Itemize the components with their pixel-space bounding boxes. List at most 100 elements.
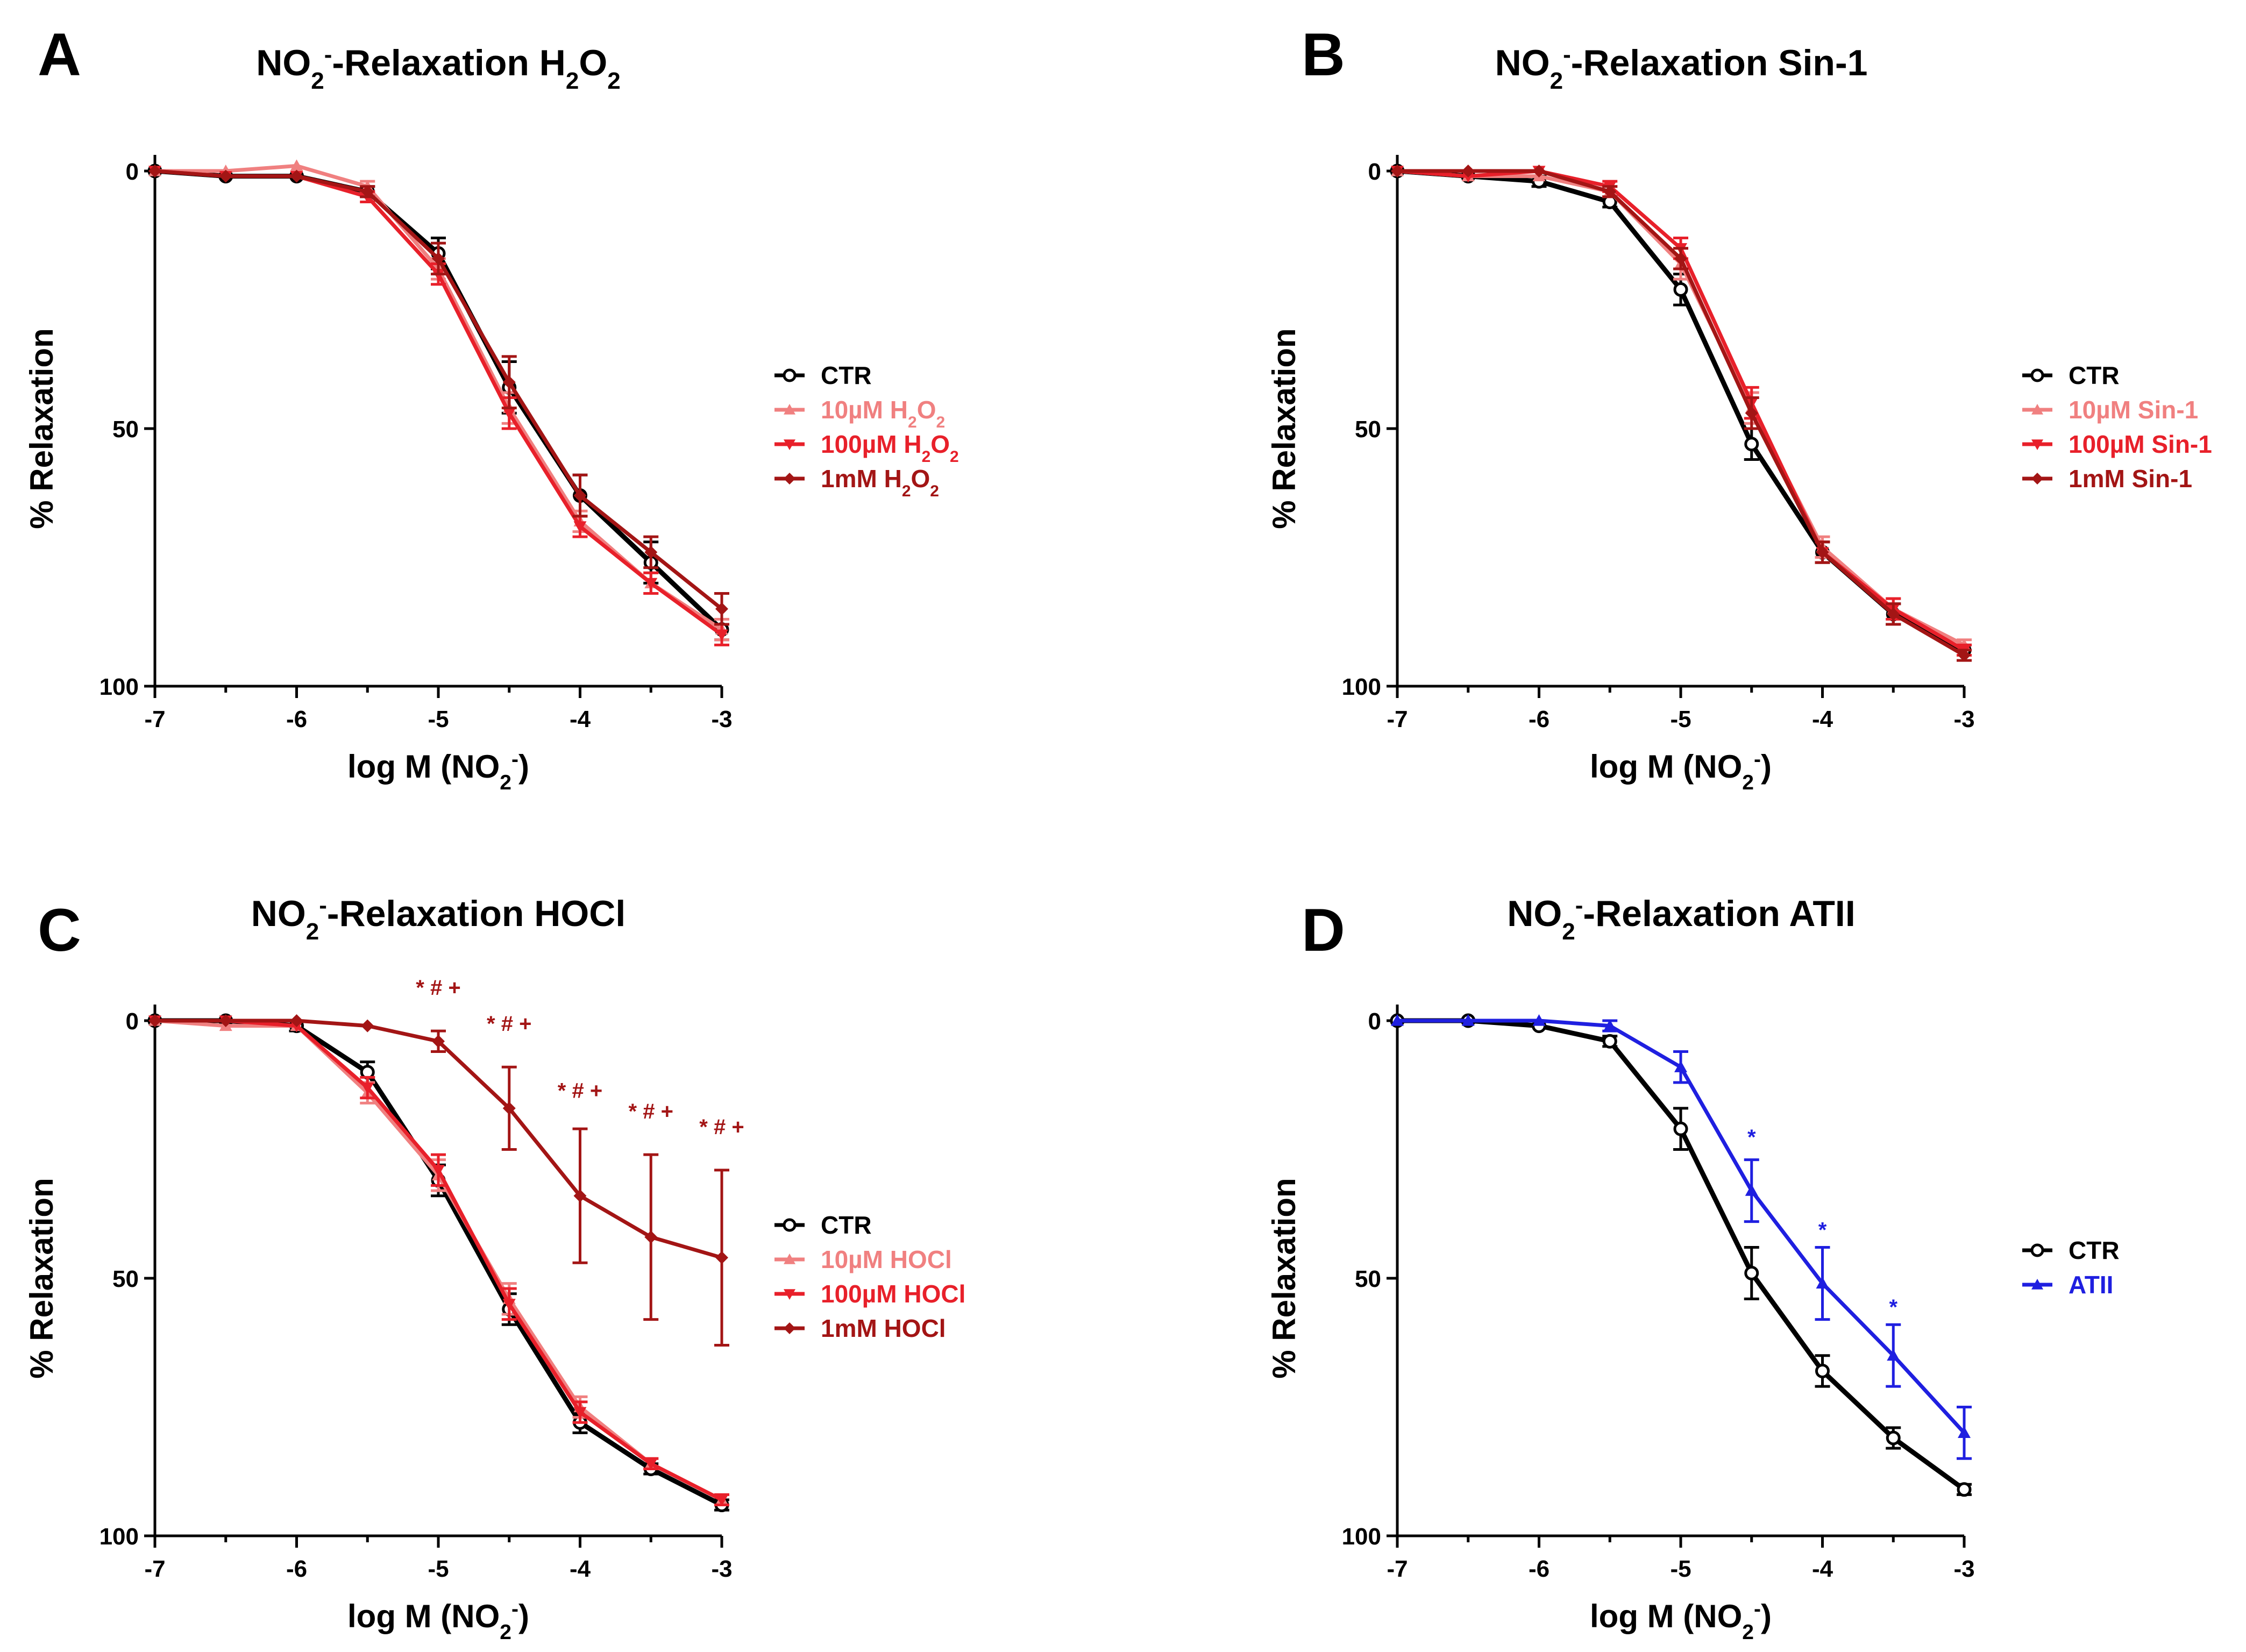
data-point-marker	[2031, 404, 2043, 415]
x-tick-label: -6	[1529, 1556, 1550, 1582]
legend-label-part: 1mM Sin-1	[2069, 465, 2192, 493]
data-point-marker	[573, 521, 587, 533]
data-point-marker	[1745, 1184, 1758, 1196]
series-line	[155, 1019, 722, 1260]
legend-label: 10µM H2O2	[821, 396, 945, 431]
y-axis-label: % Relaxation	[1266, 328, 1302, 529]
series-100-m-sin-1	[1391, 166, 1972, 657]
legend-label: ATII	[2069, 1271, 2113, 1299]
data-point-marker	[1673, 282, 1688, 297]
x-tick-label: -6	[286, 1556, 307, 1582]
data-point-marker	[502, 408, 516, 420]
legend-label-part: 1mM H	[821, 465, 902, 493]
series-100-m-hocl	[148, 1015, 729, 1507]
chart-title: NO2--Relaxation Sin-1	[1495, 41, 1868, 94]
x-tick-label: -3	[1953, 706, 1974, 732]
data-point-marker	[432, 252, 445, 265]
data-point-marker	[1887, 1349, 1900, 1361]
x-tick-label: -7	[144, 1556, 165, 1582]
data-point-marker	[715, 629, 728, 642]
data-point-marker	[1745, 407, 1758, 420]
data-point-marker	[1603, 1019, 1617, 1031]
y-axis-label: % Relaxation	[24, 328, 60, 529]
series-ctr	[147, 1013, 729, 1513]
legend-label: 100µM Sin-1	[2069, 430, 2212, 458]
legend-label-part: 10µM H	[821, 396, 908, 424]
data-point-marker	[1532, 165, 1546, 177]
chart-title-part: -	[1563, 41, 1571, 68]
chart-title-part: -Relaxation	[327, 893, 534, 934]
series-ctr	[1390, 1013, 1972, 1497]
data-point-marker	[1391, 1014, 1404, 1026]
legend-label-part: 1mM HOCl	[821, 1314, 946, 1342]
data-point-marker	[1603, 185, 1617, 198]
significance-annotation: *	[1818, 1218, 1827, 1242]
chart-title-part: -Relaxation	[332, 42, 539, 83]
data-point-marker	[1532, 1014, 1546, 1026]
data-point-marker	[1391, 165, 1404, 177]
legend-label-part: 2	[922, 448, 931, 466]
legend-label-part: 10µM HOCl	[821, 1245, 952, 1273]
series-line	[155, 1019, 723, 1502]
data-point-marker	[361, 185, 374, 198]
data-point-marker	[784, 439, 795, 450]
legend-label-part: CTR	[2069, 1236, 2120, 1264]
data-point-marker	[784, 1289, 795, 1300]
legend-label: CTR	[821, 1211, 872, 1239]
series-atii	[1391, 1014, 1972, 1460]
legend-label-part: O	[917, 396, 936, 424]
data-point-marker	[644, 1230, 658, 1244]
legend-label-part: 2	[936, 414, 945, 431]
y-tick-label: 100	[99, 674, 139, 700]
x-tick-label: -5	[1670, 1556, 1691, 1582]
series-10-m-hocl	[148, 1014, 729, 1507]
chart-title-part: NO	[1507, 893, 1562, 934]
data-point-marker	[1461, 165, 1475, 177]
significance-annotation: *	[1747, 1126, 1756, 1149]
data-point-marker	[290, 159, 303, 172]
significance-annotation: * # +	[416, 976, 460, 1000]
data-point-marker	[290, 169, 303, 183]
data-point-marker	[784, 1254, 795, 1264]
data-point-marker	[1744, 1265, 1759, 1280]
data-point-marker	[2031, 1279, 2043, 1290]
data-point-marker	[1815, 1363, 1830, 1378]
series-1mm-h2o2	[148, 165, 729, 626]
data-point-marker	[502, 375, 516, 389]
x-axis-label-part: -	[1754, 1598, 1761, 1621]
y-axis-label: % Relaxation	[1266, 1178, 1302, 1378]
data-point-marker	[784, 1322, 795, 1334]
data-point-marker	[784, 404, 795, 415]
significance-annotation: * # +	[558, 1079, 602, 1103]
legend-label: 100µM HOCl	[821, 1280, 965, 1308]
x-axis-label: log M (NO2-)	[347, 748, 529, 794]
y-axis-label: % Relaxation	[24, 1178, 60, 1378]
panel-letter: D	[1302, 896, 1345, 964]
data-point-marker	[1887, 607, 1900, 621]
x-axis-label-part: log M (NO	[347, 749, 500, 785]
data-point-marker	[1674, 252, 1687, 265]
x-axis-label-part: )	[1761, 749, 1772, 785]
x-axis-label-part: )	[1761, 1598, 1772, 1634]
x-tick-label: -4	[1812, 1556, 1833, 1582]
data-point-marker	[715, 602, 728, 616]
chart-title-part: NO	[251, 893, 306, 934]
y-tick-label: 0	[126, 1008, 139, 1035]
x-axis-label-part: log M (NO	[1590, 1598, 1742, 1634]
x-tick-label: -5	[428, 1556, 449, 1582]
x-tick-label: -5	[428, 706, 449, 732]
series-line	[155, 163, 723, 631]
x-axis-label-part: 2	[500, 771, 511, 794]
panel-letter: C	[38, 896, 81, 964]
significance-annotation: * # +	[699, 1115, 744, 1139]
x-tick-label: -6	[1529, 706, 1550, 732]
legend-label-part: 100µM Sin-1	[2069, 430, 2212, 458]
legend-label-part: 2	[950, 448, 959, 466]
chart-title-part: HOCl	[534, 893, 626, 934]
data-point-marker	[1958, 649, 1971, 662]
legend-label: CTR	[2069, 1236, 2120, 1264]
legend-label-part: CTR	[821, 1211, 872, 1239]
